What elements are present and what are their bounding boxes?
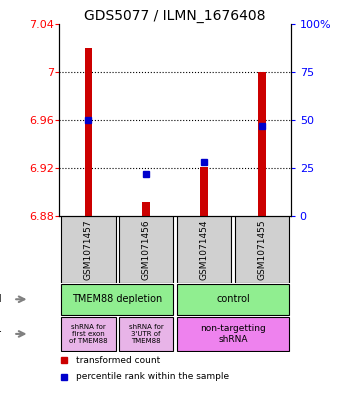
Bar [61, 317, 116, 351]
Bar [177, 317, 289, 351]
Text: shRNA for
3'UTR of
TMEM88: shRNA for 3'UTR of TMEM88 [129, 324, 164, 344]
Text: non-targetting
shRNA: non-targetting shRNA [200, 324, 266, 343]
Title: GDS5077 / ILMN_1676408: GDS5077 / ILMN_1676408 [84, 9, 266, 22]
Text: control: control [216, 294, 250, 304]
Bar [235, 217, 289, 283]
Text: GSM1071456: GSM1071456 [142, 219, 151, 280]
Text: other: other [0, 329, 2, 339]
Text: shRNA for
first exon
of TMEM88: shRNA for first exon of TMEM88 [69, 324, 108, 344]
Bar [258, 72, 266, 217]
Bar [61, 284, 173, 314]
Text: TMEM88 depletion: TMEM88 depletion [72, 294, 163, 304]
Bar [142, 202, 150, 217]
Bar [119, 217, 173, 283]
Bar [200, 167, 208, 217]
Text: protocol: protocol [0, 294, 2, 304]
Text: transformed count: transformed count [76, 356, 160, 365]
Text: GSM1071457: GSM1071457 [84, 219, 93, 280]
Bar [61, 217, 116, 283]
Bar [119, 317, 173, 351]
Bar [177, 284, 289, 314]
Text: GSM1071455: GSM1071455 [257, 219, 266, 280]
Bar [177, 217, 231, 283]
Bar [85, 48, 92, 217]
Text: percentile rank within the sample: percentile rank within the sample [76, 372, 229, 381]
Text: GSM1071454: GSM1071454 [200, 219, 208, 280]
